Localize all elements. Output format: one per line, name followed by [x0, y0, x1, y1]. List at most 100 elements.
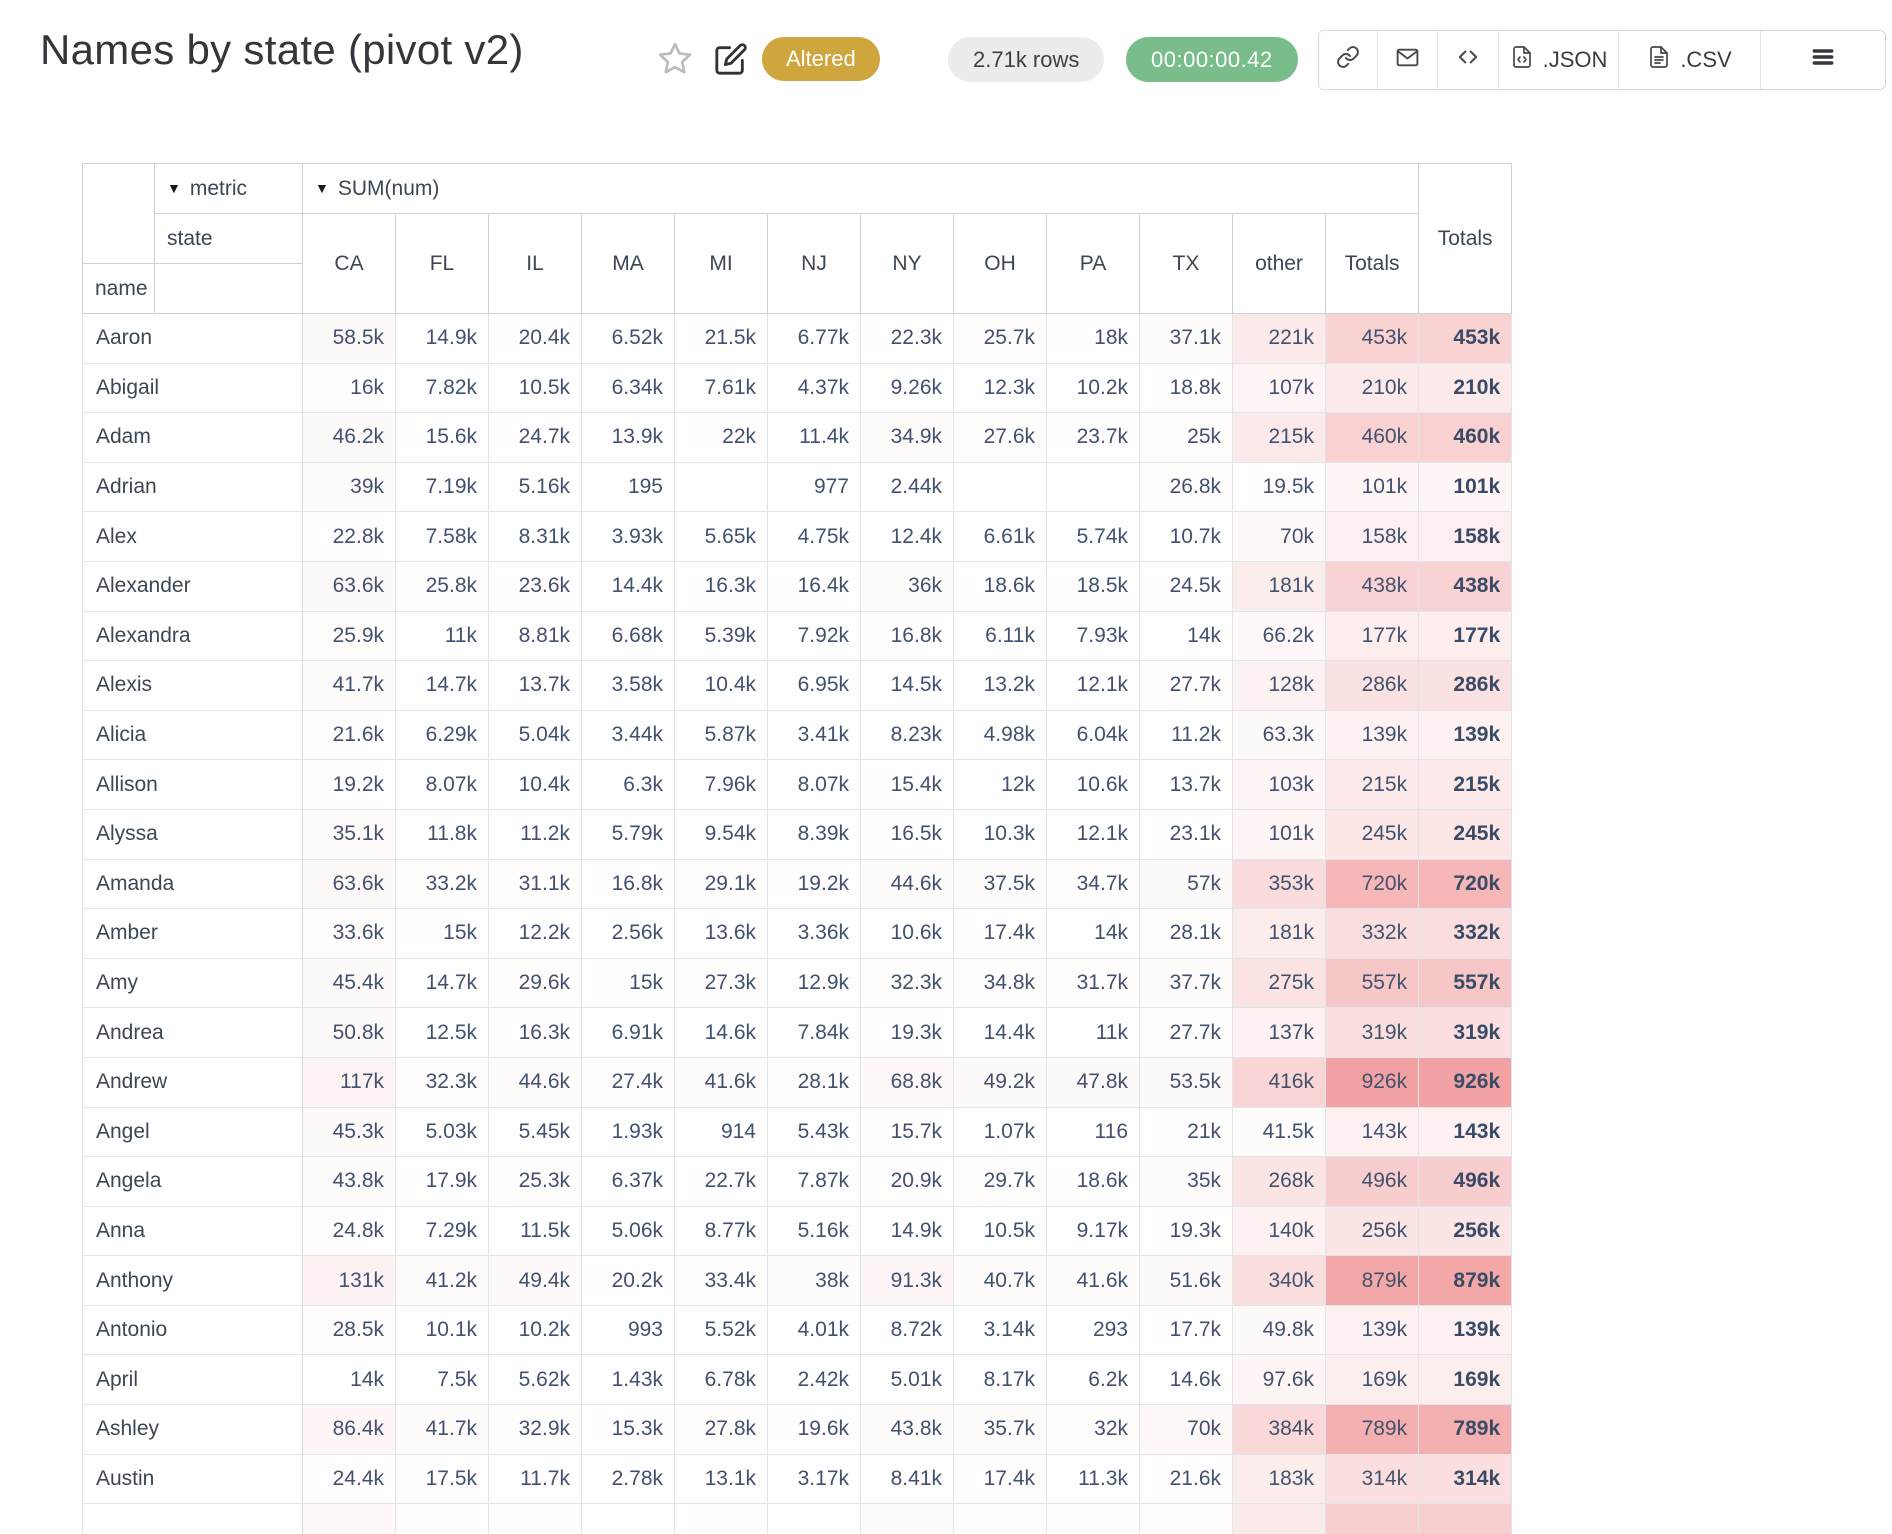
pivot-cell: 23.1k [1139, 808, 1233, 860]
pivot-cell: 17.7k [1139, 1304, 1233, 1356]
column-header-ny: NY [860, 213, 954, 314]
pivot-cell [674, 1503, 768, 1534]
row-grand-total-cell: 139k [1418, 1304, 1513, 1356]
pivot-cell: 47.8k [1046, 1056, 1140, 1108]
pivot-cell: 14.5k [860, 660, 954, 711]
pivot-cell: 6.04k [1046, 709, 1140, 761]
column-header-oh: OH [953, 213, 1047, 314]
download-json-button[interactable]: .JSON [1499, 31, 1619, 89]
pivot-cell: 7.29k [395, 1205, 489, 1257]
status-badge: Altered [762, 37, 880, 81]
pivot-cell: 5.79k [581, 808, 675, 860]
share-link-button[interactable] [1319, 31, 1378, 89]
row-grand-total-cell: 438k [1418, 560, 1513, 612]
row-total-cell: 879k [1324, 1255, 1420, 1306]
pivot-cell: 49.4k [488, 1255, 582, 1306]
pivot-cell: 10.5k [488, 362, 582, 414]
pivot-cell: 5.43k [767, 1106, 861, 1158]
grand-totals-header: Totals [1418, 163, 1513, 314]
pivot-cell: 29.6k [488, 957, 582, 1009]
pivot-cell: 70k [1139, 1404, 1233, 1455]
pivot-cell: 18.6k [1046, 1156, 1140, 1207]
favorite-star-button[interactable] [656, 40, 694, 78]
pivot-cell: 416k [1232, 1056, 1326, 1108]
pivot-cell: 24.8k [302, 1205, 396, 1257]
pivot-cell: 7.87k [767, 1156, 861, 1207]
pivot-cell: 993 [581, 1304, 675, 1356]
row-label: Amanda [82, 858, 303, 910]
metric-dropdown[interactable]: ▼ metric [154, 163, 303, 214]
pivot-cell: 19.6k [767, 1404, 861, 1455]
pivot-cell: 34.7k [1046, 858, 1140, 910]
runtime-pill: 00:00:00.42 [1126, 37, 1298, 82]
pivot-cell: 140k [1232, 1205, 1326, 1257]
table-row: Angela 43.8k 17.9k 25.3k 6.37k 22.7k 7.87k 20.9… [82, 1156, 1513, 1207]
pivot-cell [302, 1503, 396, 1534]
column-header-other: other [1232, 213, 1326, 314]
menu-button[interactable] [1761, 31, 1885, 89]
aggregator-dropdown[interactable]: ▼ SUM(num) [301, 163, 1420, 214]
pivot-cell: 137k [1232, 1007, 1326, 1058]
aggregator-label: SUM(num) [337, 176, 440, 200]
embed-code-button[interactable] [1438, 31, 1499, 89]
name-axis-label[interactable]: name [82, 263, 155, 314]
pivot-cell: 3.17k [767, 1453, 861, 1505]
edit-pencil-icon [714, 43, 748, 79]
pivot-cell: 29.1k [674, 858, 768, 910]
pivot-cell: 16.8k [860, 610, 954, 662]
row-label: Antonio [82, 1304, 303, 1356]
state-axis-label[interactable]: state [154, 213, 303, 264]
pivot-cell: 268k [1232, 1156, 1326, 1207]
pivot-cell: 58.5k [302, 313, 396, 364]
pivot-cell: 9.17k [1046, 1205, 1140, 1257]
pivot-cell: 8.23k [860, 709, 954, 761]
row-total-cell: 926k [1324, 1056, 1420, 1108]
json-label: .JSON [1542, 47, 1608, 72]
pivot-cell: 6.2k [1046, 1354, 1140, 1406]
pivot-cell: 13.2k [953, 660, 1047, 711]
table-row: Alexander 63.6k 25.8k 23.6k 14.4k 16.3k 16.4k 3… [82, 560, 1513, 612]
page-title: Names by state (pivot v2) [40, 26, 524, 73]
pivot-cell: 10.2k [1046, 362, 1140, 414]
row-grand-total-cell: 215k [1418, 759, 1513, 810]
pivot-cell: 44.6k [860, 858, 954, 910]
pivot-cell: 18k [1046, 313, 1140, 364]
pivot-cell: 27.3k [674, 957, 768, 1009]
pivot-cell: 8.07k [395, 759, 489, 810]
row-label: Anna [82, 1205, 303, 1257]
download-csv-button[interactable]: .CSV [1619, 31, 1761, 89]
row-label: Alexander [82, 560, 303, 612]
pivot-cell: 4.01k [767, 1304, 861, 1356]
table-row: Amy 45.4k 14.7k 29.6k 15k 27.3k 12.9k 32.3k 34.8… [82, 957, 1513, 1009]
table-row: Allison 19.2k 8.07k 10.4k 6.3k 7.96k 8.07k 15.4… [82, 759, 1513, 810]
pivot-cell: 51.6k [1139, 1255, 1233, 1306]
pivot-cell: 50.8k [302, 1007, 396, 1058]
pivot-cell: 14.4k [953, 1007, 1047, 1058]
mail-icon [1395, 45, 1420, 76]
pivot-cell: 14.7k [395, 660, 489, 711]
row-grand-total-cell: 496k [1418, 1156, 1513, 1207]
pivot-cell: 10.4k [488, 759, 582, 810]
table-row: Anna 24.8k 7.29k 11.5k 5.06k 8.77k 5.16k 14.9k 1… [82, 1205, 1513, 1257]
email-button[interactable] [1378, 31, 1438, 89]
csv-label: .CSV [1680, 47, 1732, 72]
pivot-cell: 384k [1232, 1404, 1326, 1455]
pivot-cell: 16.4k [767, 560, 861, 612]
edit-button[interactable] [714, 42, 748, 76]
column-header-il: IL [488, 213, 582, 314]
pivot-cell: 8.77k [674, 1205, 768, 1257]
pivot-cell [860, 1503, 954, 1534]
pivot-cell: 6.78k [674, 1354, 768, 1406]
table-row: Adam 46.2k 15.6k 24.7k 13.9k 22k 11.4k 34.9k 27.… [82, 412, 1513, 463]
row-total-cell: 319k [1324, 1007, 1420, 1058]
row-total-cell: 245k [1324, 808, 1420, 860]
json-file-icon [1510, 45, 1534, 75]
pivot-cell [581, 1503, 675, 1534]
row-total-cell: 210k [1324, 362, 1420, 414]
row-label [82, 1503, 303, 1534]
table-row: Amanda 63.6k 33.2k 31.1k 16.8k 29.1k 19.2k 44.6… [82, 858, 1513, 910]
pivot-cell: 22.3k [860, 313, 954, 364]
pivot-cell: 25k [1139, 412, 1233, 463]
pivot-cell: 1.93k [581, 1106, 675, 1158]
row-grand-total-cell: 158k [1418, 511, 1513, 562]
